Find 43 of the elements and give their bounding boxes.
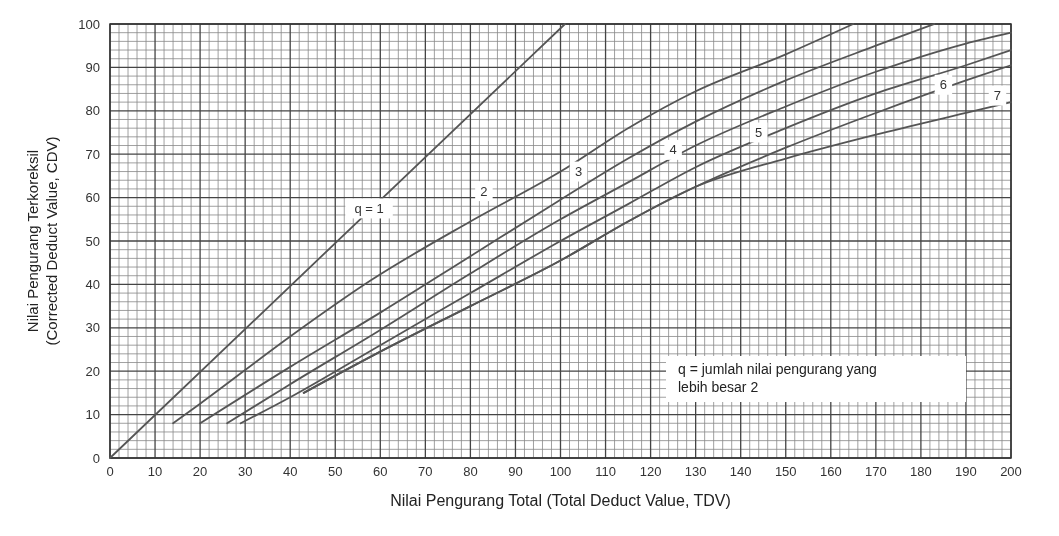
x-tick-label: 70 — [418, 464, 433, 479]
y-tick-label: 20 — [85, 363, 100, 379]
x-tick-label: 20 — [192, 464, 208, 479]
annotation: 2 — [480, 183, 488, 199]
note-panel: q = jumlah nilai pengurang yang lebih besar 2 — [666, 356, 966, 402]
y-tick-label: 60 — [85, 190, 100, 206]
x-tick-label: 30 — [237, 464, 253, 479]
y-tick-label: 0 — [92, 450, 100, 466]
x-tick-label: 160 — [819, 464, 842, 479]
annotation: 5 — [755, 125, 763, 141]
y-tick-label: 70 — [85, 146, 100, 162]
annotation: 6 — [939, 77, 948, 93]
x-tick-label: 10 — [147, 464, 163, 479]
x-tick-label: 200 — [1000, 464, 1022, 479]
x-tick-label: 40 — [282, 464, 298, 479]
y-tick-label: 100 — [78, 16, 100, 32]
annotation: 3 — [574, 164, 583, 180]
y-tick-label: 30 — [85, 320, 100, 336]
y-tick-label: 50 — [85, 233, 100, 249]
x-tick-label: 180 — [910, 464, 932, 479]
x-tick-label: 190 — [955, 464, 977, 479]
annotation: q = 1 — [354, 201, 384, 216]
annotation: 4 — [669, 142, 677, 158]
x-tick-label: 90 — [508, 464, 523, 479]
x-tick-label: 170 — [865, 464, 887, 479]
x-tick-label: 100 — [549, 464, 572, 479]
y-tick-label: 90 — [85, 59, 100, 75]
x-tick-label: 50 — [328, 464, 343, 479]
x-tick-label: 140 — [729, 464, 752, 479]
x-tick-label: 120 — [639, 464, 662, 479]
y-tick-label: 80 — [85, 103, 100, 119]
y-tick-label: 40 — [85, 276, 100, 292]
annotation: 7 — [993, 88, 1002, 104]
x-axis-title: Nilai Pengurang Total (Total Deduct Value, TDV) — [390, 492, 731, 509]
x-tick-label: 80 — [463, 464, 478, 479]
x-tick-label: 150 — [774, 464, 797, 479]
y-tick-label: 10 — [85, 407, 100, 423]
annotation: q = jumlah nilai pengurang yang lebih besar 2 — [678, 361, 877, 395]
x-tick-label: 60 — [373, 464, 388, 479]
x-tick-label: 130 — [684, 464, 707, 479]
y-axis-title: Nilai Pengurang Terkoreksil (Corrected Deduct Value, CDV) — [24, 136, 60, 346]
x-tick-label: 0 — [106, 464, 114, 479]
x-tick-label: 110 — [595, 464, 616, 479]
